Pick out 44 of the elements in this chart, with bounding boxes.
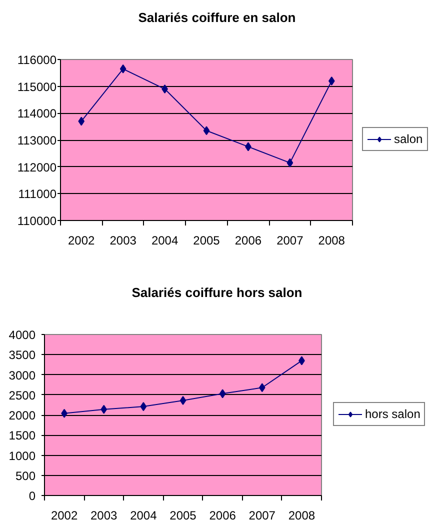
point bbox=[78, 116, 85, 126]
y-tick-label: 500 bbox=[15, 468, 36, 483]
y-tick-label: 1000 bbox=[8, 448, 36, 463]
point bbox=[328, 76, 335, 86]
point bbox=[219, 389, 226, 398]
x-tick-label: 2008 bbox=[318, 234, 346, 248]
y-tick-label: 3500 bbox=[8, 348, 36, 362]
y-tick-label: 111000 bbox=[18, 187, 57, 202]
x-tick-label: 2004 bbox=[151, 234, 178, 248]
point bbox=[286, 158, 294, 168]
x-tick-label: 2007 bbox=[276, 234, 304, 248]
x-tick-label: 2004 bbox=[130, 508, 158, 522]
x-tick-label: 2007 bbox=[248, 508, 276, 522]
y-tick-label: 110000 bbox=[17, 214, 57, 228]
point bbox=[203, 126, 210, 136]
y-tick-label: 4000 bbox=[8, 328, 36, 342]
x-tick-label: 2003 bbox=[110, 234, 137, 248]
point bbox=[258, 383, 266, 392]
y-tick-label: 115000 bbox=[17, 80, 57, 94]
y-tick-label: 114000 bbox=[17, 106, 57, 121]
y-tick-label: 113000 bbox=[17, 134, 57, 148]
y-tick-label: 0 bbox=[28, 489, 36, 503]
x-tick-label: 2002 bbox=[50, 508, 78, 522]
legend-label: hors salon bbox=[365, 406, 420, 420]
point bbox=[180, 396, 186, 406]
x-tick-label: 2002 bbox=[68, 234, 96, 248]
chart-title: Salariés coiffure en salon bbox=[138, 9, 296, 27]
x-tick-label: 2005 bbox=[193, 234, 220, 248]
x-tick-label: 2006 bbox=[234, 234, 262, 248]
y-tick-label: 2000 bbox=[8, 408, 36, 422]
y-tick-label: 112000 bbox=[17, 160, 57, 174]
x-tick-label: 2008 bbox=[288, 508, 316, 522]
x-tick-label: 2005 bbox=[170, 508, 197, 522]
y-tick-label: 3000 bbox=[8, 368, 36, 382]
legend-label: salon bbox=[394, 132, 423, 146]
point bbox=[120, 64, 126, 74]
x-tick-label: 2003 bbox=[90, 508, 118, 522]
chart-title: Salariés coiffure hors salon bbox=[132, 284, 302, 302]
y-tick-label: 2500 bbox=[8, 388, 36, 402]
x-tick-label: 2006 bbox=[209, 508, 236, 522]
y-tick-label: 1500 bbox=[8, 428, 36, 443]
point bbox=[140, 402, 147, 412]
point bbox=[100, 404, 108, 414]
y-tick-label: 116000 bbox=[17, 53, 57, 67]
